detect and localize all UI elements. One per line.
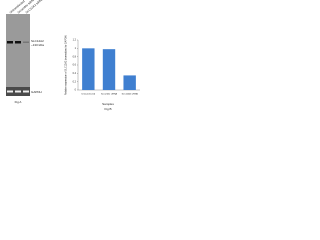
bar <box>102 49 116 90</box>
y-tick-label: 0.8 <box>73 55 77 58</box>
y-tick-label: 1 <box>75 47 77 50</box>
target-label: SLC12A2 <box>31 39 44 43</box>
bar <box>123 75 136 90</box>
figure: Untransfected Scramble siRNA SLC12A2 siR… <box>6 0 140 111</box>
x-tick-label: Untransfected <box>82 93 96 96</box>
band <box>7 90 13 93</box>
band <box>15 90 21 93</box>
y-tick-label: 1.2 <box>73 39 77 42</box>
caption: Fig B <box>104 107 111 111</box>
x-tick-label: SLC12A2 siRNA <box>122 93 139 96</box>
y-tick-label: 0.4 <box>73 72 77 75</box>
blot-membrane <box>6 14 30 96</box>
band <box>15 41 21 44</box>
caption: Fig A <box>15 100 22 104</box>
band <box>7 41 13 44</box>
x-tick-label: Scramble siRNA <box>101 93 118 96</box>
y-tick-label: 0.2 <box>73 80 77 83</box>
bar <box>82 48 95 90</box>
band <box>23 90 29 93</box>
target-size: ~130 kDa <box>31 43 44 47</box>
y-tick-label: 0 <box>75 89 77 92</box>
y-axis-label: Relative expression of SLC12A2 (normaliz… <box>65 35 68 95</box>
y-tick-label: 0.6 <box>73 64 77 67</box>
band <box>23 41 29 43</box>
control-label: GAPDH <box>31 90 42 94</box>
x-axis-label: Samples <box>102 102 114 106</box>
